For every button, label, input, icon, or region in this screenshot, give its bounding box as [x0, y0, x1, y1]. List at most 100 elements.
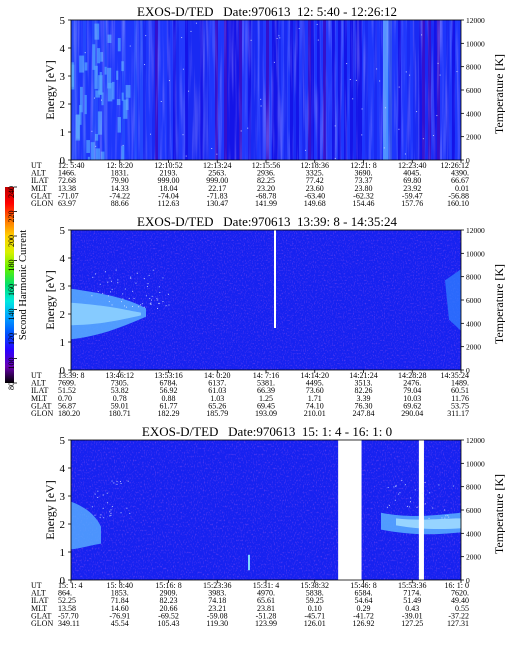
ephemeris-cell: 73.60	[306, 386, 324, 395]
ephemeris-cell: 14: 0:20	[204, 371, 230, 380]
ephemeris-cell: 3690.	[355, 169, 373, 178]
panel-3-heatmap	[71, 440, 461, 580]
ephemeris-cell: 127.25	[401, 619, 423, 628]
ephemeris-cell: 180.71	[109, 409, 131, 418]
ephemeris-cell: 1.25	[259, 394, 273, 403]
y2-tick-label: 0	[466, 366, 470, 375]
ephemeris-cell: 6584.	[355, 589, 373, 598]
colorbar-strip	[5, 187, 14, 383]
ephemeris-cell: 59.25	[306, 596, 324, 605]
y-tick-label: 4	[60, 463, 66, 475]
y2-tick-label: 8000	[466, 483, 481, 492]
ephemeris-cell: 66.67	[451, 176, 469, 185]
ephemeris-cell: 112.63	[158, 199, 180, 208]
ephemeris-cell: 3325.	[306, 169, 324, 178]
y-tick-label: 3	[60, 491, 66, 503]
panel-1-heatmap	[71, 20, 461, 160]
y2-tick-label: 12000	[466, 226, 485, 235]
ephemeris-cell: 0.10	[308, 604, 322, 613]
ephemeris-cell: 0.88	[162, 394, 176, 403]
ephemeris-cell: 23.21	[208, 604, 226, 613]
ephemeris-cell: 69.80	[403, 176, 421, 185]
ephemeris-cell: 130.47	[206, 199, 228, 208]
ephemeris-cell: 3983.	[208, 589, 226, 598]
y-tick-label: 3	[60, 71, 66, 83]
ephemeris-row-label: UT	[31, 371, 42, 380]
ephemeris-cell: 0.55	[455, 604, 469, 613]
ephemeris-cell: 77.42	[306, 176, 324, 185]
ephemeris-cell: 3513.	[355, 379, 373, 388]
ephemeris-cell: 53.82	[111, 386, 129, 395]
ephemeris-cell: 12: 8:20	[107, 161, 133, 170]
ephemeris-cell: 141.99	[255, 199, 277, 208]
ephemeris-cell: -56.88	[448, 191, 469, 200]
ephemeris-cell: -74.04	[158, 191, 179, 200]
ephemeris-cell: 14: 7:16	[253, 371, 279, 380]
ephemeris-row-label: UT	[31, 581, 42, 590]
y2-tick-label: 10000	[466, 459, 485, 468]
ephemeris-cell: 18.04	[160, 184, 178, 193]
ephemeris-cell: 1831.	[111, 169, 129, 178]
ephemeris-cell: 349.11	[58, 619, 80, 628]
ephemeris-cell: -63.40	[304, 191, 325, 200]
ephemeris-row-label: UT	[31, 161, 42, 170]
ephemeris-cell: 71.84	[111, 596, 129, 605]
ephemeris-cell: 74.18	[208, 596, 226, 605]
ephemeris-cell: 82.26	[355, 386, 373, 395]
ephemeris-cell: -69.52	[158, 611, 179, 620]
ephemeris-cell: -45.71	[304, 611, 325, 620]
ephemeris-cell: 88.66	[111, 199, 129, 208]
ephemeris-cell: -68.78	[256, 191, 277, 200]
ephemeris-cell: -59.47	[402, 191, 423, 200]
colorbar-tick-label: 120	[7, 333, 16, 345]
ephemeris-cell: -37.22	[448, 611, 469, 620]
panel-2-axes: 0 1 2 3 4 5 0 2000 4000 6000 8000 10000 12000 Energy …	[43, 225, 505, 377]
ephemeris-cell: -71.07	[58, 191, 79, 200]
colorbar-tick-label: 220	[7, 211, 16, 223]
ephemeris-cell: 14:35:24	[441, 371, 469, 380]
ephemeris-cell: 73.37	[355, 176, 373, 185]
data-gap	[338, 440, 362, 580]
ephemeris-cell: 52.25	[58, 596, 76, 605]
ephemeris-cell: 12:26:12	[441, 161, 469, 170]
ephemeris-cell: 82.23	[160, 596, 178, 605]
y2-tick-label: 4000	[466, 529, 481, 538]
ephemeris-cell: 79.90	[111, 176, 129, 185]
ephemeris-cell: 12:10:52	[154, 161, 182, 170]
colorbar-tick-label: 180	[7, 260, 16, 272]
ephemeris-cell: 5381.	[257, 379, 275, 388]
ephemeris-cell: 14:21:24	[349, 371, 377, 380]
y2-tick-label: 2000	[466, 133, 481, 142]
ephemeris-row-label: GLAT	[31, 611, 52, 620]
ephemeris-cell: 126.92	[353, 619, 375, 628]
ephemeris-cell: 53.75	[451, 401, 469, 410]
ephemeris-cell: 15: 1: 4	[58, 581, 82, 590]
y-tick-label: 4	[60, 253, 66, 265]
ephemeris-row-label: GLON	[31, 409, 53, 418]
ephemeris-cell: 13.58	[58, 604, 76, 613]
y2-tick-label: 12000	[466, 436, 485, 445]
panel-1-ephemeris-table: UT 12: 5:40 12: 8:20 12:10:52 12:13:24 12:15:…	[31, 161, 469, 208]
ephemeris-cell: 16: 1: 0	[445, 581, 469, 590]
ephemeris-cell: 7305.	[111, 379, 129, 388]
ephemeris-cell: -74.22	[109, 191, 130, 200]
ephemeris-cell: 54.64	[355, 596, 373, 605]
ephemeris-cell: 72.68	[58, 176, 76, 185]
ephemeris-cell: -51.28	[256, 611, 277, 620]
ephemeris-cell: 23.81	[257, 604, 275, 613]
ephemeris-cell: 999.00	[158, 176, 180, 185]
ephemeris-cell: 61.77	[160, 401, 178, 410]
ephemeris-cell: -39.01	[402, 611, 423, 620]
ephemeris-cell: 76.30	[355, 401, 373, 410]
y-axis-label: Energy [eV]	[43, 480, 57, 539]
ephemeris-cell: -59.08	[207, 611, 228, 620]
ephemeris-cell: 193.09	[255, 409, 277, 418]
y2-tick-label: 6000	[466, 86, 481, 95]
ephemeris-cell: 13.38	[58, 184, 76, 193]
ephemeris-cell: 210.01	[304, 409, 326, 418]
ephemeris-cell: 2193.	[160, 169, 178, 178]
y2-tick-label: 0	[466, 576, 470, 585]
y2-tick-label: 4000	[466, 109, 481, 118]
y2-tick-label: 2000	[466, 553, 481, 562]
